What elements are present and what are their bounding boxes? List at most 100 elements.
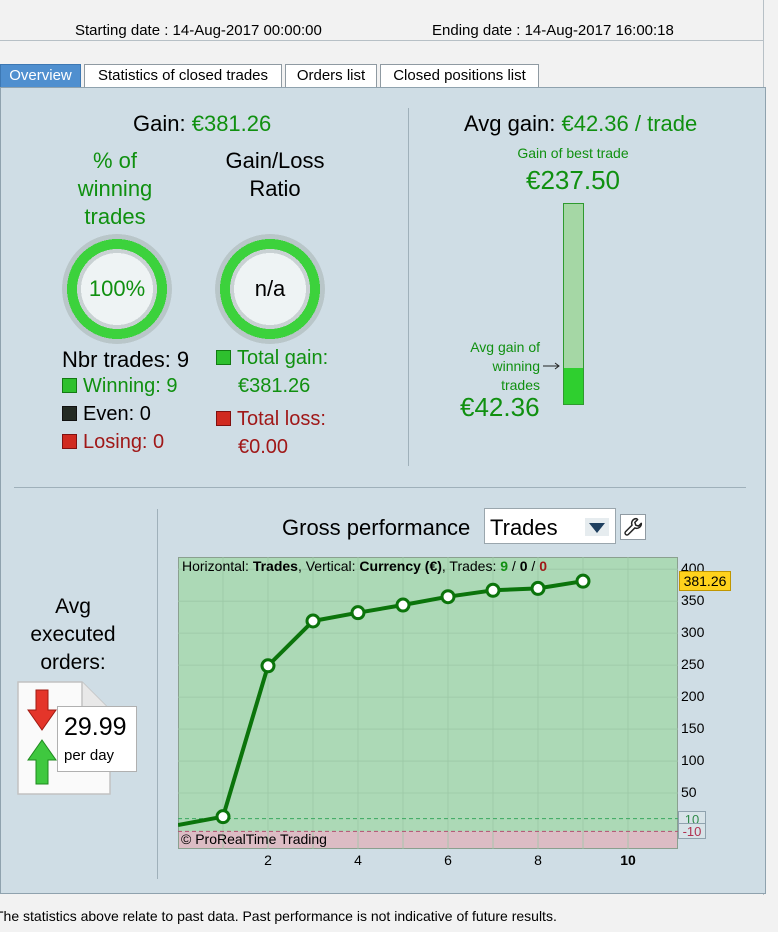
y-tick-label: 200 — [681, 688, 705, 705]
tab-statistics-closed-trades[interactable]: Statistics of closed trades — [84, 64, 282, 88]
chart-gain-area — [178, 557, 678, 832]
best-trade-value: €237.50 — [526, 165, 620, 195]
performance-selector-value: Trades — [490, 515, 558, 540]
chart-point — [260, 658, 276, 674]
total-loss-square-icon — [216, 411, 231, 426]
bottom-vertical-divider — [157, 509, 158, 879]
chart-info-vertical: Currency (€) — [359, 558, 442, 574]
chart-copyright: © ProRealTime Trading — [181, 831, 327, 847]
horizontal-divider — [14, 487, 746, 488]
starting-date: Starting date : 14-Aug-2017 00:00:00 — [75, 22, 322, 39]
chart-info-sep: / — [527, 558, 540, 574]
date-header: Starting date : 14-Aug-2017 00:00:00 End… — [0, 0, 778, 62]
orders-per-day-box: 29.99 per day — [57, 706, 137, 772]
x-tick-label: 6 — [444, 852, 452, 868]
avg-gain-label: Avg gain: — [464, 111, 556, 136]
header-divider — [0, 40, 763, 46]
total-gain-square-icon — [216, 350, 231, 365]
gain-label: Gain: — [133, 111, 186, 136]
avg-gain-value: €42.36 / trade — [561, 111, 698, 136]
chart-x-axis: 2 4 6 8 10 — [178, 852, 678, 872]
gain-summary: Gain: €381.26 — [133, 111, 271, 137]
chart-point — [530, 580, 546, 596]
chart-info: Horizontal: Trades, Vertical: Currency (… — [182, 558, 547, 574]
chart-info-mid: , Vertical: — [297, 558, 360, 574]
total-loss-label: Total loss: — [237, 408, 326, 430]
winning-pct-title-line: trades — [84, 204, 146, 229]
nbr-trades: Nbr trades: 9 — [62, 347, 190, 372]
chart-y-axis: 400 350 300 250 200 150 100 50 10 -10 — [678, 557, 738, 849]
even-square-icon — [62, 406, 77, 421]
total-gain: Total gain: — [216, 347, 328, 370]
even-text: Even: 0 — [83, 403, 151, 425]
last-value-badge: 381.26 — [679, 571, 731, 592]
avg-orders-title-line: orders: — [40, 651, 106, 674]
band-label: 10 — [678, 810, 706, 827]
winning-pct-title-line: % of — [92, 148, 138, 173]
chart-border — [178, 557, 678, 849]
chevron-down-icon[interactable] — [585, 518, 609, 536]
arrow-right-icon — [543, 362, 560, 370]
losing-count: Losing: 0 — [62, 431, 164, 454]
total-gain-label: Total gain: — [237, 347, 329, 369]
winning-pct-title: % of winning trades — [64, 147, 166, 231]
avg-winning-label-line: trades — [501, 377, 540, 393]
y-tick-label: 250 — [681, 656, 705, 673]
x-tick-label: 4 — [354, 852, 362, 868]
performance-selector[interactable]: Trades — [484, 508, 616, 544]
chart-point — [485, 582, 501, 598]
avg-winning-fill — [564, 368, 583, 404]
avg-winning-value: €42.36 — [460, 392, 540, 422]
losing-text: Losing: 0 — [83, 431, 165, 453]
total-gain-value: €381.26 — [238, 375, 311, 397]
chart-info-horizontal: Trades — [252, 558, 298, 574]
avg-winning-label: Avg gain of winning trades — [440, 338, 540, 395]
losing-square-icon — [62, 434, 77, 449]
tab-closed-positions-list[interactable]: Closed positions list — [380, 64, 539, 88]
footer-disclaimer: The statistics above relate to past data… — [0, 905, 778, 932]
winning-pct-title-line: winning — [77, 176, 153, 201]
wrench-icon[interactable] — [620, 514, 646, 540]
avg-orders-title: Avg executed orders: — [14, 593, 132, 677]
total-loss-value: €0.00 — [238, 436, 289, 458]
chart-point — [575, 573, 591, 589]
chart-point — [215, 809, 231, 825]
chart-loss-area — [178, 831, 678, 849]
tab-orders-list[interactable]: Orders list — [285, 64, 377, 88]
winning-square-icon — [62, 378, 77, 393]
vertical-divider — [408, 108, 409, 466]
best-trade-bar — [563, 203, 584, 405]
x-tick-label: 10 — [620, 852, 636, 868]
avg-orders-title-line: executed — [30, 623, 116, 646]
tab-overview[interactable]: Overview — [0, 64, 81, 88]
avg-winning-label-line: winning — [492, 358, 540, 374]
winning-text: Winning: 9 — [83, 375, 178, 397]
disclaimer-text: The statistics above relate to past data… — [0, 908, 557, 924]
gain-value: €381.26 — [191, 111, 272, 136]
ending-date: Ending date : 14-Aug-2017 16:00:18 — [432, 22, 674, 39]
gl-ratio-title-line: Gain/Loss — [225, 148, 325, 173]
chart-point — [395, 597, 411, 613]
gl-ratio-title-line: Ratio — [249, 176, 301, 201]
band-label: -10 — [678, 823, 706, 840]
total-loss: Total loss: — [216, 408, 326, 431]
chart-info-trades: , Trades: — [441, 558, 501, 574]
performance-title: Gross performance — [282, 515, 471, 540]
avg-gain-summary: Avg gain: €42.36 / trade — [464, 111, 697, 137]
avg-winning-label-line: Avg gain of — [470, 339, 540, 355]
avg-orders-value: 29.99 — [64, 713, 127, 741]
x-tick-label: 2 — [264, 852, 272, 868]
best-trade-label: Gain of best trade — [517, 145, 629, 161]
winning-pct-donut: 100% — [62, 234, 172, 344]
x-tick-label: 8 — [534, 852, 542, 868]
performance-chart[interactable] — [178, 557, 678, 849]
even-count: Even: 0 — [62, 403, 151, 426]
avg-orders-unit: per day — [64, 747, 115, 764]
y-tick-label: 150 — [681, 720, 705, 737]
chart-info-even: 0 — [519, 558, 528, 574]
y-tick-label: 350 — [681, 592, 705, 609]
chart-info-sep: / — [508, 558, 520, 574]
avg-orders-title-line: Avg — [55, 595, 91, 618]
chart-series-line — [178, 579, 584, 827]
chart-point — [440, 589, 456, 605]
